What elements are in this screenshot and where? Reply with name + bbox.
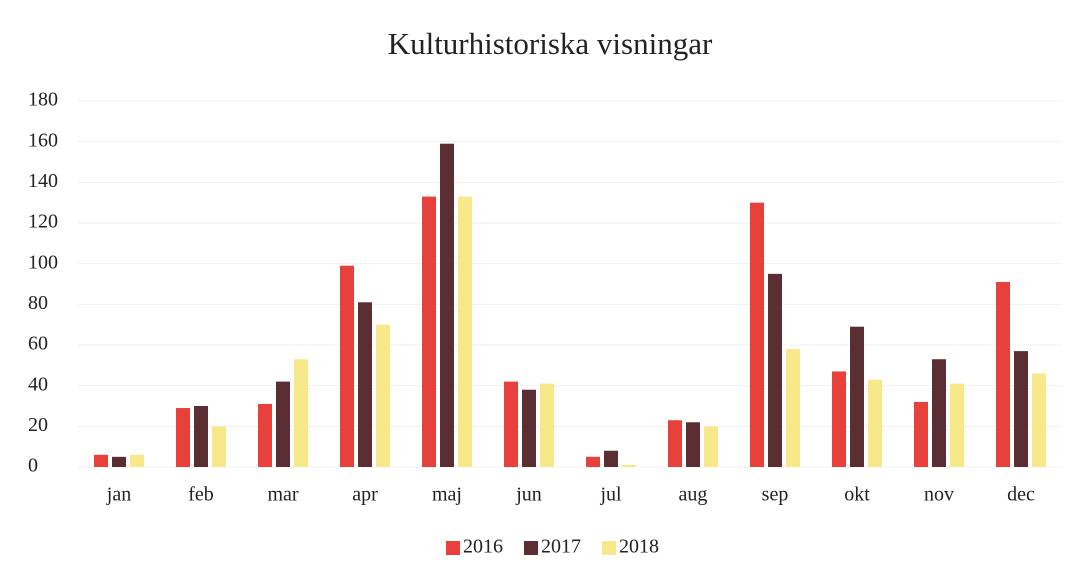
x-tick-label: jan [106,484,131,506]
legend-label: 2018 [619,536,659,558]
bar [868,379,882,467]
y-tick-label: 0 [28,455,38,477]
bar [932,359,946,467]
x-tick-label: mar [267,484,298,506]
y-tick-label: 180 [28,89,58,111]
bar [440,143,454,467]
bar [294,359,308,467]
legend-swatch [446,541,460,555]
bar [750,202,764,467]
x-tick-label: jul [599,484,622,506]
y-tick-label: 140 [28,170,58,192]
bar [996,281,1010,467]
x-tick-label: sep [762,484,789,506]
y-tick-label: 80 [28,292,48,314]
x-tick-label: okt [844,484,870,506]
bar [1014,351,1028,467]
bar [194,406,208,467]
bar [586,456,600,467]
bar [522,389,536,467]
chart-title: Kulturhistoriska visningar [388,26,713,61]
bar [376,324,390,467]
x-tick-label: aug [679,484,708,506]
bar [950,383,964,467]
bar [258,403,272,467]
bar [276,381,290,467]
bar [914,401,928,467]
bar [340,265,354,467]
bar [458,196,472,468]
legend-swatch [524,541,538,555]
bar [212,426,226,467]
bar [832,371,846,467]
y-tick-label: 40 [28,373,48,395]
x-tick-label: dec [1007,484,1035,506]
bar [786,349,800,467]
bar [622,464,636,467]
x-tick-label: nov [924,484,954,506]
legend-label: 2017 [541,536,581,558]
bar [604,450,618,467]
bar [112,456,126,467]
x-tick-label: apr [352,484,378,506]
y-tick-label: 100 [28,251,58,273]
bar [504,381,518,467]
x-tick-label: jun [515,484,542,506]
legend-label: 2016 [463,536,503,558]
bar [94,454,108,467]
bar [130,454,144,467]
legend-swatch [602,541,616,555]
bar [422,196,436,468]
bar [768,273,782,467]
y-tick-label: 160 [28,129,58,151]
bar [540,383,554,467]
bar [668,420,682,467]
bar [176,408,190,467]
bar [686,422,700,467]
bar [1032,373,1046,467]
x-tick-label: feb [188,484,214,506]
bar [358,302,372,467]
y-tick-label: 120 [28,211,58,233]
bar [704,426,718,467]
bar [850,326,864,467]
y-tick-label: 20 [28,414,48,436]
x-tick-label: maj [432,484,462,506]
y-tick-label: 60 [28,333,48,355]
